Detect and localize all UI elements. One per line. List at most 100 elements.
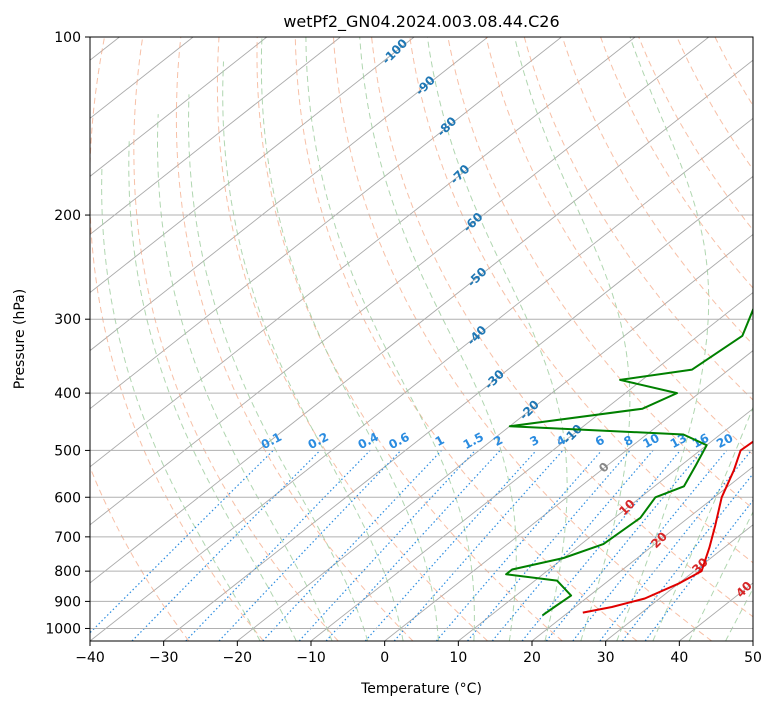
y-axis: 100 200 300 400 500 600 700 800 900 1000 <box>45 30 90 637</box>
mixing-ratio-line <box>435 450 603 641</box>
y-tick-label: 200 <box>54 208 81 224</box>
data-series <box>505 307 753 617</box>
mixing-ratio-line <box>131 449 321 641</box>
isotherm-label: 0 <box>596 460 612 476</box>
x-tick-label: −20 <box>223 650 253 666</box>
y-tick-label: 600 <box>54 490 81 506</box>
dry-adiabat-label: -100 <box>379 36 410 67</box>
mixing-ratio-label: 8 <box>621 433 635 449</box>
isotherm-line <box>90 59 753 584</box>
dry-adiabat-line <box>447 37 753 510</box>
isotherm-label: 10 <box>616 497 638 519</box>
isotherm-line <box>90 37 341 236</box>
dry-adiabat-label: -20 <box>517 397 542 422</box>
dry-adiabat-label: -70 <box>447 162 472 187</box>
y-tick-label: 100 <box>54 30 81 46</box>
mixing-ratio-line <box>521 450 681 641</box>
x-tick-label: −40 <box>75 650 105 666</box>
mixing-ratio-line <box>185 449 371 641</box>
x-tick-label: 10 <box>449 650 467 666</box>
isotherm-line <box>90 37 489 352</box>
dry-adiabat-line <box>216 37 488 641</box>
plot-frame <box>89 36 754 642</box>
isotherm-line <box>90 37 636 468</box>
isotherm-label: 30 <box>689 555 711 577</box>
dry-adiabat-line <box>256 37 563 641</box>
dewpoint-profile-line <box>505 307 753 617</box>
mixing-ratio-label: 20 <box>714 431 735 451</box>
dry-adiabat-line <box>561 37 753 346</box>
y-tick-label: 400 <box>54 386 81 402</box>
mixing-ratio-line <box>218 449 402 641</box>
dry-adiabat-line <box>600 37 753 289</box>
chart-title: wetPf2_GN04.2024.003.08.44.C26 <box>283 12 559 32</box>
mixing-ratio-label: 0.2 <box>306 430 331 452</box>
dry-adiabat-line <box>294 37 638 641</box>
mixing-ratio-line <box>621 472 753 641</box>
mixing-ratio-line <box>364 449 537 641</box>
background-lines <box>90 37 753 641</box>
dry-adiabat-label: -30 <box>482 367 507 392</box>
mixing-ratio-line <box>491 450 654 641</box>
x-tick-label: 50 <box>744 650 762 666</box>
moist-adiabat-line <box>426 37 568 641</box>
dry-adiabat-line <box>714 37 753 107</box>
moist-adiabat-line <box>688 510 753 641</box>
x-tick-label: −10 <box>296 650 326 666</box>
dry-adiabat-line <box>333 37 713 641</box>
x-tick-label: −30 <box>149 650 179 666</box>
isotherm-line <box>752 640 753 641</box>
moist-adiabat-line <box>260 37 439 641</box>
isotherm-line <box>163 175 753 641</box>
moist-adiabat-line <box>128 141 297 641</box>
dry-adiabat-line <box>90 37 264 641</box>
dry-adiabat-line <box>409 37 753 564</box>
dry-adiabat-label: -80 <box>434 114 459 139</box>
moist-adiabat-line <box>514 37 631 641</box>
moist-adiabat-line <box>305 37 475 641</box>
dry-adiabat-line <box>175 37 414 641</box>
x-tick-label: 0 <box>380 650 389 666</box>
isotherm-line <box>310 291 753 641</box>
y-tick-label: 300 <box>54 312 81 328</box>
moist-adiabat-line <box>157 114 333 641</box>
mixing-ratio-line <box>262 449 442 641</box>
x-axis: −40 −30 −20 −10 0 10 20 30 40 50 <box>75 641 762 666</box>
x-tick-label: 20 <box>523 650 541 666</box>
mixing-ratio-label: 16 <box>690 431 711 451</box>
dry-adiabat-line <box>90 465 190 641</box>
temperature-profile-line <box>582 440 753 614</box>
dry-adiabat-line <box>371 37 753 618</box>
x-tick-label: 30 <box>597 650 615 666</box>
mixing-ratio-line <box>298 449 476 641</box>
isotherm-line <box>458 408 753 641</box>
isotherm-line <box>90 37 415 294</box>
isotherm-line <box>237 233 753 641</box>
y-tick-label: 800 <box>54 564 81 580</box>
mixing-ratio-label: 6 <box>593 433 607 449</box>
mixing-ratio-line <box>90 449 274 634</box>
mixing-ratio-label: 3 <box>527 433 541 449</box>
line-labels: 0.1 0.2 0.4 0.6 1 1.5 2 3 4 6 8 10 13 16 20-100-90-80-… <box>259 36 755 600</box>
mixing-ratio-label: 10 <box>640 431 661 451</box>
isotherm-line <box>531 466 753 641</box>
mixing-ratio-line <box>393 450 564 641</box>
moist-adiabat-line <box>652 405 753 641</box>
moist-adiabat-line <box>101 165 261 641</box>
isotherm-line <box>90 37 562 410</box>
y-tick-label: 500 <box>54 443 81 459</box>
x-axis-label: Temperature (°C) <box>360 681 482 697</box>
y-tick-label: 900 <box>54 594 81 610</box>
isotherm-line <box>90 37 268 177</box>
mixing-ratio-line <box>545 450 703 641</box>
x-tick-label: 40 <box>670 650 688 666</box>
dry-adiabat-line <box>485 37 753 456</box>
moist-adiabat-line <box>187 94 369 641</box>
dry-adiabat-label: -60 <box>460 210 485 235</box>
isotherm-line <box>90 117 753 641</box>
isotherm-line <box>605 524 753 641</box>
dry-adiabat-line <box>752 37 753 38</box>
moist-adiabat-line <box>359 37 517 641</box>
mixing-ratio-label: 1.5 <box>461 430 486 452</box>
